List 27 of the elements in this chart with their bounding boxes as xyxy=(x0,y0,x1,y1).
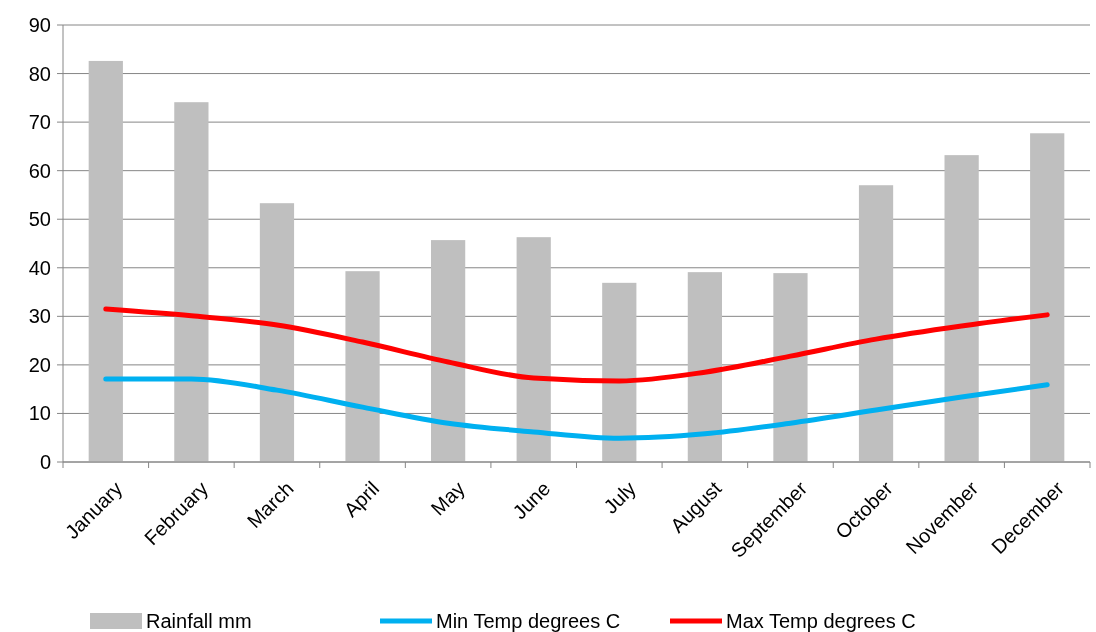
bar xyxy=(174,102,209,462)
y-tick-label: 40 xyxy=(28,256,51,279)
bar xyxy=(516,237,551,462)
bar xyxy=(259,203,295,462)
y-tick-label: 90 xyxy=(28,14,51,36)
bar xyxy=(687,272,722,462)
bar xyxy=(773,273,808,462)
bar xyxy=(944,155,979,462)
y-tick-label: 0 xyxy=(39,451,51,473)
bar xyxy=(88,60,123,462)
legend-label: Max Temp degrees C xyxy=(726,610,916,632)
y-tick-label: 50 xyxy=(28,208,51,231)
bar xyxy=(1030,133,1065,462)
bar xyxy=(858,185,894,462)
x-tick-label: May xyxy=(426,477,469,520)
y-tick-label: 30 xyxy=(28,305,51,328)
y-tick-label: 70 xyxy=(28,111,51,134)
bar xyxy=(345,271,380,462)
y-tick-label: 80 xyxy=(28,62,51,85)
x-tick-label: July xyxy=(599,477,641,518)
y-tick-label: 20 xyxy=(28,353,51,376)
bar xyxy=(431,240,466,462)
y-tick-label: 60 xyxy=(28,159,51,182)
legend-label: Min Temp degrees C xyxy=(436,610,621,632)
bar xyxy=(602,282,637,462)
y-tick-label: 10 xyxy=(28,402,51,425)
legend-label: Rainfall mm xyxy=(146,610,252,632)
